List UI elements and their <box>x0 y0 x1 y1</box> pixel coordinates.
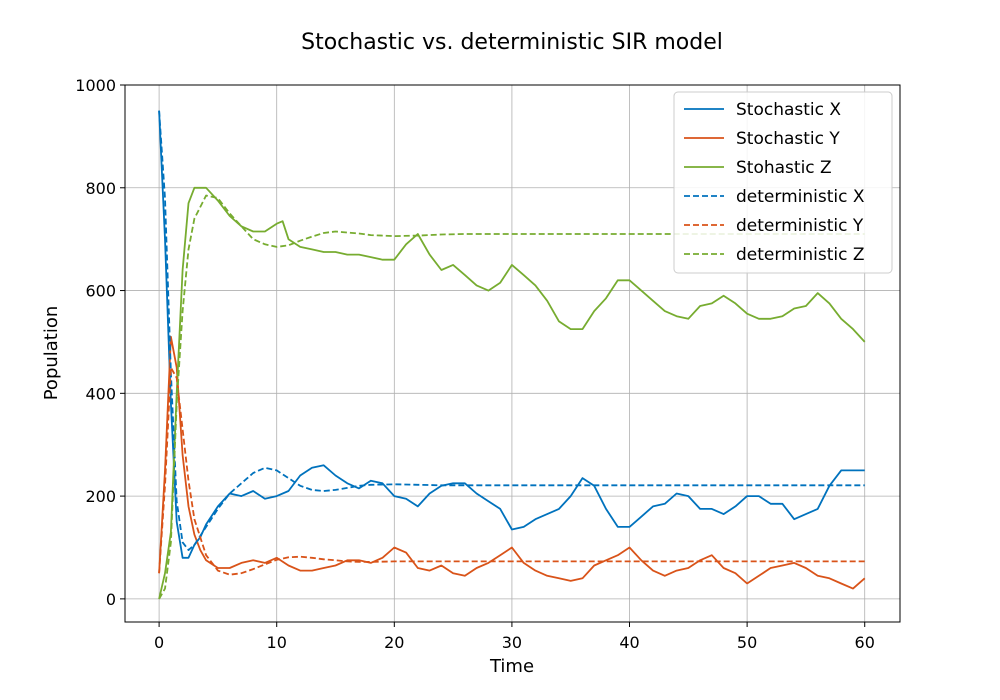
legend-label-stohastic-z: Stohastic Z <box>736 158 832 178</box>
series-line-stochastic-x <box>158 110 865 559</box>
legend-label-deterministic-y: deterministic Y <box>736 216 864 236</box>
legend: Stochastic X Stochastic Y Stohastic Z deter… <box>673 91 893 274</box>
x-tick-label: 40 <box>619 633 639 652</box>
x-axis-label: Time <box>489 656 534 677</box>
x-tick-label: 0 <box>154 633 164 652</box>
x-tick-label: 20 <box>384 633 404 652</box>
chart-title: Stochastic vs. deterministic SIR model <box>301 30 723 55</box>
legend-label-stochastic-x: Stochastic X <box>736 100 841 120</box>
y-tick-label: 200 <box>85 487 116 506</box>
series-line-stochastic-y <box>158 335 866 590</box>
plot-frame <box>124 84 901 623</box>
legend-label-stochastic-y: Stochastic Y <box>736 129 840 149</box>
series-line-deterministic-z <box>158 194 865 600</box>
x-tick-label: 30 <box>502 633 522 652</box>
x-tick-label: 50 <box>737 633 757 652</box>
legend-box <box>673 91 893 274</box>
legend-label-deterministic-z: deterministic Z <box>736 245 865 265</box>
x-tick-label: 60 <box>855 633 875 652</box>
series-line-deterministic-y <box>158 366 865 576</box>
series-lines <box>158 110 866 600</box>
y-tick-label: 400 <box>85 384 116 403</box>
y-tick-label: 0 <box>106 590 116 609</box>
y-tick-label: 800 <box>85 179 116 198</box>
y-tick-label: 1000 <box>75 76 116 95</box>
y-axis-label: Population <box>41 306 62 401</box>
series-line-deterministic-x <box>158 110 865 551</box>
x-tick-label: 10 <box>267 633 287 652</box>
grid-lines <box>125 84 900 622</box>
y-tick-label: 600 <box>85 282 116 301</box>
legend-label-deterministic-x: deterministic X <box>736 187 865 207</box>
